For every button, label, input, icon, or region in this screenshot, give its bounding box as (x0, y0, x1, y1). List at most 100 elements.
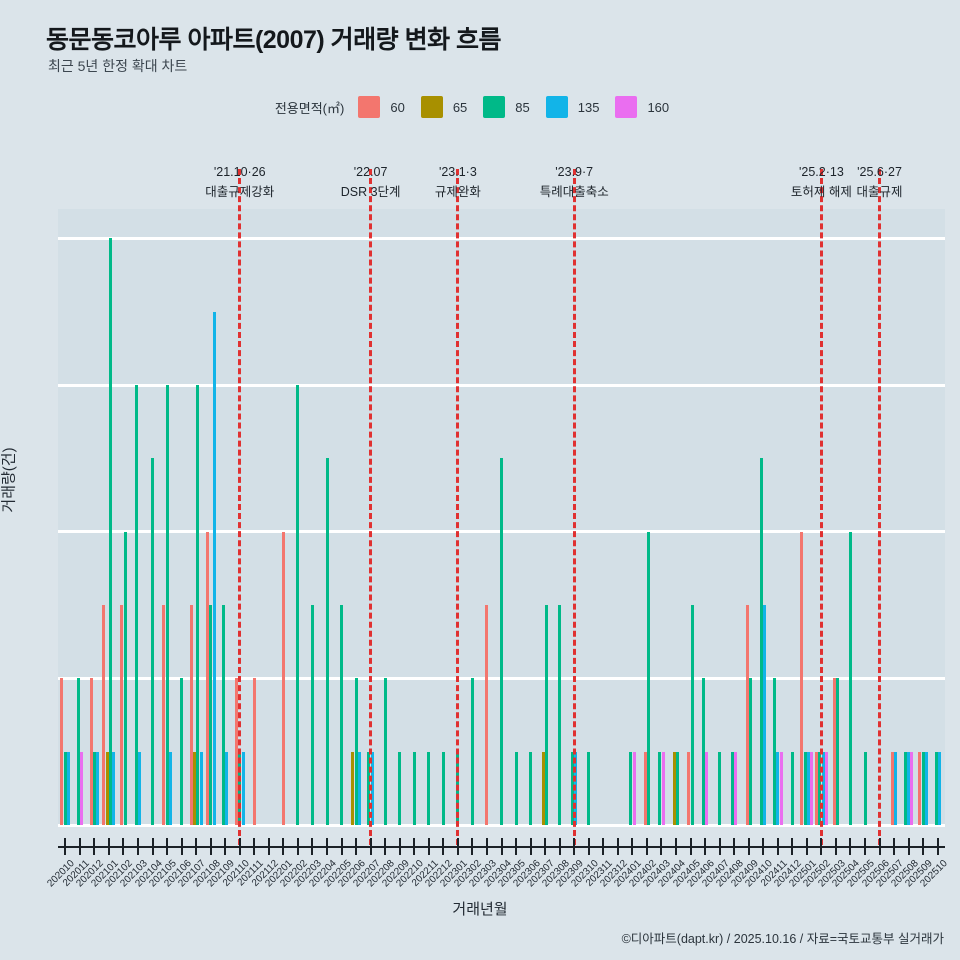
legend-item-85[interactable]: 85 (483, 96, 530, 118)
bar-202501-160[interactable] (810, 751, 814, 825)
bar-202402-60[interactable] (643, 751, 647, 825)
bar-202412-85[interactable] (790, 751, 794, 825)
bar-202410-85[interactable] (760, 458, 764, 825)
legend-item-65[interactable]: 65 (420, 96, 467, 118)
bar-202307-65[interactable] (541, 751, 545, 825)
bar-202508-85[interactable] (903, 751, 907, 825)
bar-202408-160[interactable] (734, 751, 738, 825)
bar-202105-135[interactable] (168, 751, 172, 825)
bar-202508-160[interactable] (910, 751, 914, 825)
bar-202302-85[interactable] (470, 678, 474, 825)
bar-202105-60[interactable] (162, 605, 166, 825)
bar-202306-85[interactable] (529, 751, 533, 825)
bar-202404-65[interactable] (672, 751, 676, 825)
bar-202308-85[interactable] (558, 605, 562, 825)
bar-202411-160[interactable] (779, 751, 783, 825)
bar-202105-85[interactable] (165, 385, 169, 825)
bar-202107-85[interactable] (196, 385, 200, 825)
bar-202503-60[interactable] (832, 678, 836, 825)
bar-202410-135[interactable] (763, 605, 767, 825)
bar-202011-160[interactable] (79, 751, 83, 825)
bar-202508-135[interactable] (907, 751, 911, 825)
bar-202501-85[interactable] (803, 751, 807, 825)
bar-202104-85[interactable] (151, 458, 155, 825)
bar-202304-85[interactable] (500, 458, 503, 825)
bar-202102-85[interactable] (123, 531, 127, 825)
bar-202405-60[interactable] (687, 751, 691, 825)
bar-202212-85[interactable] (441, 751, 445, 825)
bar-202303-60[interactable] (485, 605, 489, 825)
bar-202101-60[interactable] (102, 605, 106, 825)
bar-202408-85[interactable] (730, 751, 734, 825)
bar-202108-60[interactable] (205, 531, 209, 825)
bar-202405-85[interactable] (690, 605, 694, 825)
bar-202110-60[interactable] (234, 678, 238, 825)
bar-202012-85[interactable] (92, 751, 96, 825)
bar-202101-65[interactable] (105, 751, 109, 825)
bar-202012-60[interactable] (89, 678, 93, 825)
bar-202203-85[interactable] (310, 605, 314, 825)
bar-202111-60[interactable] (252, 678, 256, 825)
bar-202502-135[interactable] (821, 751, 825, 825)
bar-202109-135[interactable] (225, 751, 229, 825)
bar-202401-160[interactable] (632, 751, 636, 825)
bar-202107-65[interactable] (192, 751, 196, 825)
bar-202509-135[interactable] (925, 751, 929, 825)
bar-202207-85[interactable] (367, 751, 371, 825)
bar-202101-135[interactable] (112, 751, 116, 825)
bar-202305-85[interactable] (514, 751, 518, 825)
bar-202102-60[interactable] (120, 605, 124, 825)
bar-202505-85[interactable] (863, 751, 867, 825)
bar-202402-85[interactable] (647, 531, 651, 825)
bar-202211-85[interactable] (427, 751, 431, 825)
bar-202106-85[interactable] (180, 678, 184, 825)
bar-202310-85[interactable] (587, 751, 591, 825)
bar-202503-85[interactable] (836, 678, 840, 825)
bar-202207-135[interactable] (370, 751, 374, 825)
bar-202103-135[interactable] (138, 751, 142, 825)
bar-202409-60[interactable] (745, 605, 749, 825)
bar-202507-60[interactable] (890, 751, 894, 825)
bar-202206-65[interactable] (351, 751, 355, 825)
bar-202411-135[interactable] (776, 751, 780, 825)
bar-202205-85[interactable] (340, 605, 344, 825)
bar-202411-85[interactable] (772, 678, 776, 825)
bar-202010-60[interactable] (60, 678, 64, 825)
bar-202101-85[interactable] (109, 238, 113, 825)
bar-202107-60[interactable] (189, 605, 193, 825)
bar-202504-85[interactable] (848, 531, 852, 825)
bar-202011-85[interactable] (76, 678, 80, 825)
bar-202510-135[interactable] (937, 751, 941, 825)
bar-202010-85[interactable] (63, 751, 67, 825)
bar-202103-85[interactable] (134, 385, 138, 825)
bar-202209-85[interactable] (398, 751, 402, 825)
bar-202012-135[interactable] (96, 751, 100, 825)
bar-202208-85[interactable] (383, 678, 387, 825)
bar-202502-160[interactable] (824, 751, 828, 825)
bar-202509-60[interactable] (918, 751, 922, 825)
bar-202109-85[interactable] (222, 605, 226, 825)
legend-item-60[interactable]: 60 (358, 96, 405, 118)
bar-202406-85[interactable] (701, 678, 705, 825)
bar-202202-85[interactable] (296, 385, 300, 825)
bar-202210-85[interactable] (412, 751, 416, 825)
bar-202509-85[interactable] (921, 751, 925, 825)
bar-202309-85[interactable] (571, 751, 575, 825)
legend-item-135[interactable]: 135 (545, 96, 599, 118)
bar-202502-85[interactable] (818, 751, 822, 825)
bar-202206-85[interactable] (354, 678, 358, 825)
bar-202501-135[interactable] (807, 751, 811, 825)
bar-202108-135[interactable] (212, 311, 216, 825)
bar-202307-85[interactable] (545, 605, 549, 825)
bar-202507-135[interactable] (894, 751, 898, 825)
bar-202403-85[interactable] (658, 751, 662, 825)
bar-202406-160[interactable] (705, 751, 709, 825)
bar-202501-60[interactable] (800, 531, 804, 825)
bar-202107-135[interactable] (199, 751, 203, 825)
bar-202404-85[interactable] (676, 751, 680, 825)
bar-202409-85[interactable] (748, 678, 752, 825)
bar-202502-60[interactable] (814, 751, 818, 825)
bar-202401-85[interactable] (629, 751, 633, 825)
bar-202510-85[interactable] (934, 751, 938, 825)
legend-item-160[interactable]: 160 (615, 96, 669, 118)
